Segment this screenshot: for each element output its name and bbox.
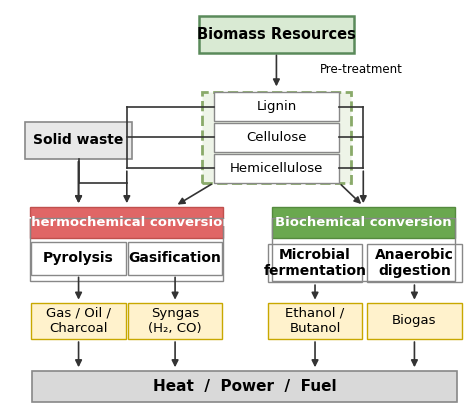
FancyBboxPatch shape bbox=[214, 92, 339, 121]
FancyBboxPatch shape bbox=[367, 303, 462, 339]
FancyBboxPatch shape bbox=[128, 303, 222, 339]
FancyBboxPatch shape bbox=[214, 154, 339, 183]
Text: Lignin: Lignin bbox=[256, 100, 297, 113]
Text: Hemicellulose: Hemicellulose bbox=[230, 162, 323, 175]
FancyBboxPatch shape bbox=[199, 16, 354, 52]
FancyBboxPatch shape bbox=[31, 242, 126, 275]
FancyBboxPatch shape bbox=[30, 207, 223, 238]
FancyBboxPatch shape bbox=[272, 207, 455, 238]
FancyBboxPatch shape bbox=[31, 303, 126, 339]
Text: Gasification: Gasification bbox=[128, 251, 221, 265]
Text: Syngas
(H₂, CO): Syngas (H₂, CO) bbox=[148, 307, 202, 335]
Text: Gas / Oil /
Charcoal: Gas / Oil / Charcoal bbox=[46, 307, 111, 335]
Text: Pyrolysis: Pyrolysis bbox=[43, 251, 114, 265]
FancyBboxPatch shape bbox=[201, 92, 351, 183]
Text: Solid waste: Solid waste bbox=[33, 133, 124, 147]
FancyBboxPatch shape bbox=[268, 303, 362, 339]
Text: Cellulose: Cellulose bbox=[246, 131, 307, 144]
FancyBboxPatch shape bbox=[268, 244, 362, 282]
Text: Anaerobic
digestion: Anaerobic digestion bbox=[375, 248, 454, 278]
Text: Thermochemical conversion: Thermochemical conversion bbox=[22, 216, 232, 229]
FancyBboxPatch shape bbox=[26, 122, 132, 159]
FancyBboxPatch shape bbox=[214, 123, 339, 152]
FancyBboxPatch shape bbox=[32, 371, 457, 402]
Text: Heat  /  Power  /  Fuel: Heat / Power / Fuel bbox=[153, 379, 337, 394]
Text: Pre-treatment: Pre-treatment bbox=[320, 64, 403, 76]
Text: Biogas: Biogas bbox=[392, 314, 437, 328]
FancyBboxPatch shape bbox=[128, 242, 222, 275]
FancyBboxPatch shape bbox=[367, 244, 462, 282]
Text: Biomass Resources: Biomass Resources bbox=[197, 27, 356, 42]
Text: Microbial
fermentation: Microbial fermentation bbox=[264, 248, 366, 278]
Text: Biochemical conversion: Biochemical conversion bbox=[275, 216, 452, 229]
Text: Ethanol /
Butanol: Ethanol / Butanol bbox=[285, 307, 345, 335]
